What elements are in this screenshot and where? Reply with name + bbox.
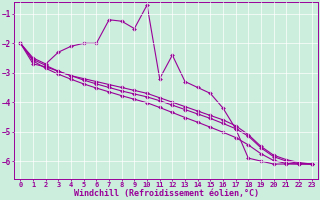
- X-axis label: Windchill (Refroidissement éolien,°C): Windchill (Refroidissement éolien,°C): [74, 189, 259, 198]
